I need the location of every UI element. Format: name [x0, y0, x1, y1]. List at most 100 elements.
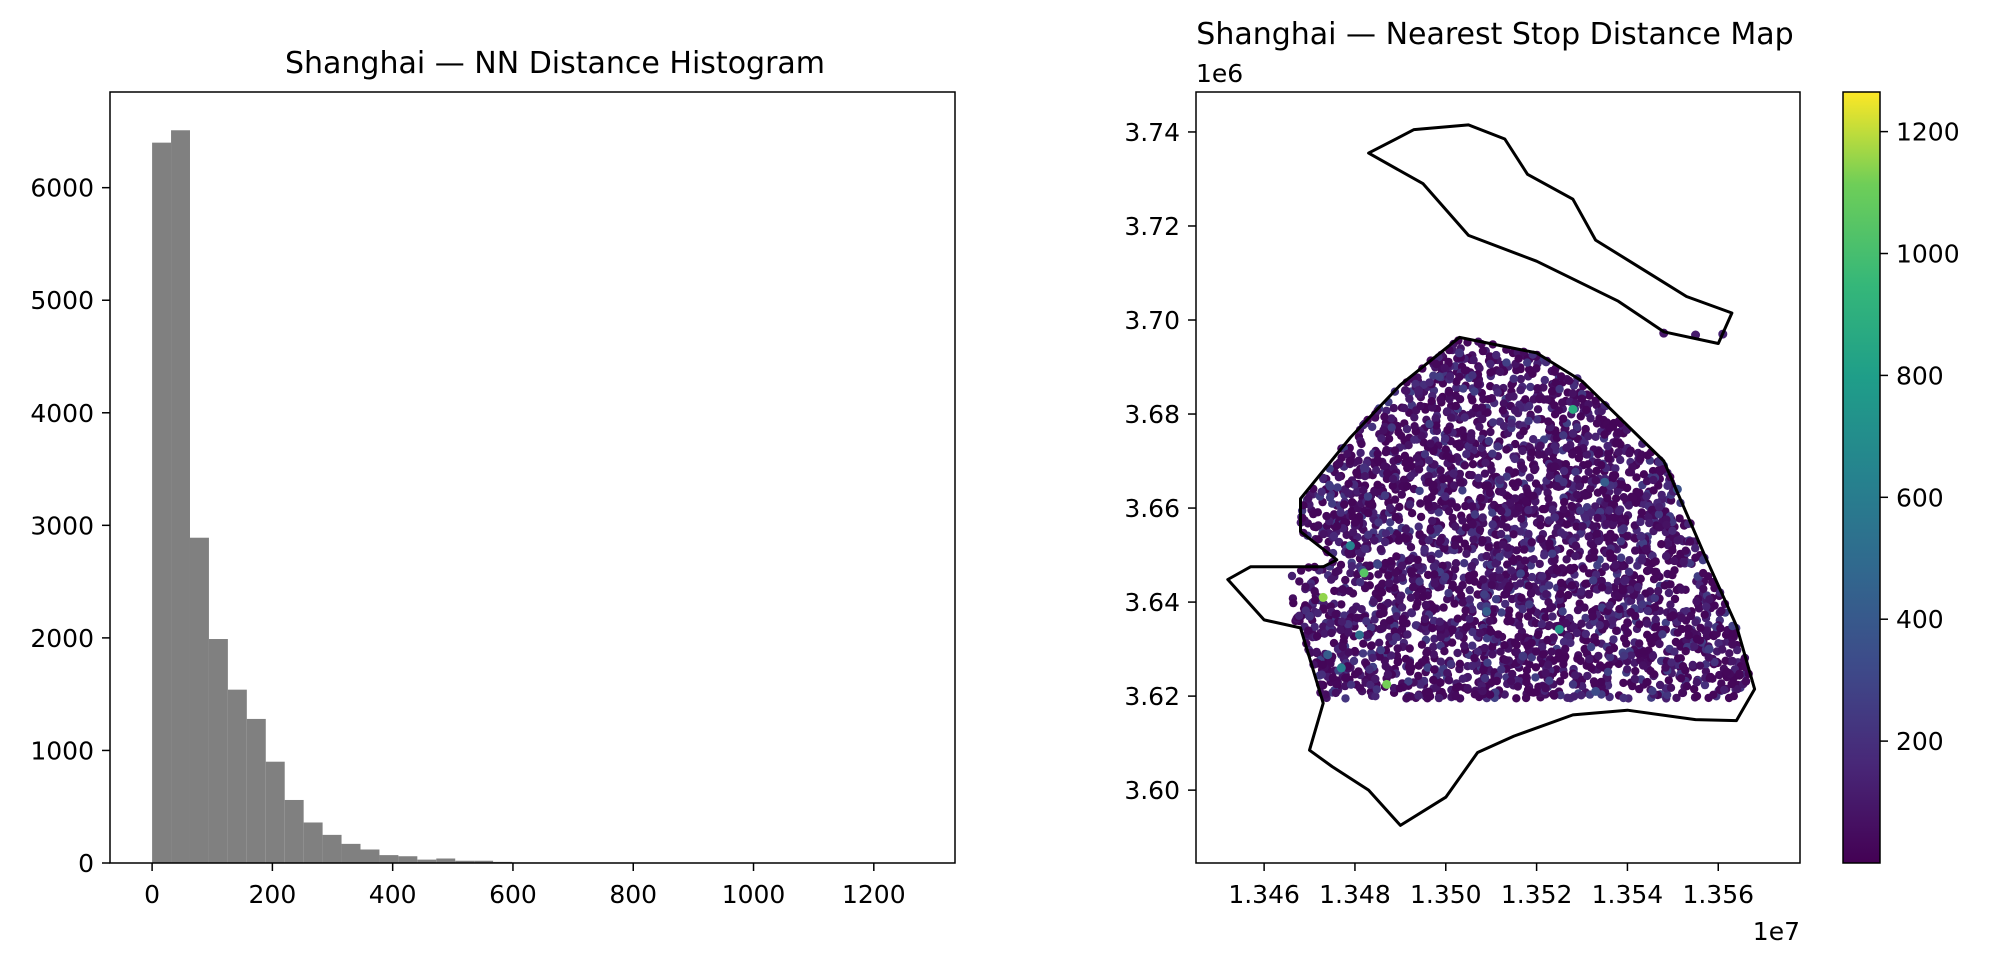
map-point [1478, 536, 1487, 545]
map-point [1700, 610, 1709, 619]
histogram-bar [417, 859, 437, 863]
map-point [1488, 642, 1497, 651]
map-point [1716, 624, 1725, 633]
map-point [1694, 604, 1704, 613]
map-point [1625, 585, 1635, 594]
map-point [1540, 551, 1549, 560]
map-y-tick-label: 3.60 [1124, 776, 1180, 805]
map-point [1481, 583, 1490, 592]
map-point [1407, 609, 1417, 618]
map-point [1655, 639, 1664, 649]
map-point [1364, 530, 1373, 539]
map-point [1385, 616, 1395, 625]
map-point [1515, 621, 1524, 630]
map-point [1581, 491, 1590, 500]
map-point [1614, 448, 1623, 457]
map-x-tick-label: 1.356 [1682, 880, 1754, 909]
map-point [1424, 687, 1434, 696]
map-point [1357, 439, 1366, 449]
map-point [1561, 644, 1570, 654]
map-point [1591, 432, 1600, 441]
map-point [1603, 441, 1612, 451]
map-point [1670, 594, 1680, 604]
map-point [1310, 587, 1319, 596]
map-point [1506, 616, 1515, 626]
map-point [1399, 403, 1409, 413]
map-point [1718, 645, 1727, 654]
map-point [1603, 494, 1612, 503]
map-point [1414, 465, 1424, 474]
map-point [1537, 535, 1546, 544]
colorbar-tick-label: 200 [1896, 727, 1944, 756]
map-point [1558, 607, 1567, 616]
map-point [1435, 617, 1445, 626]
map-point [1460, 433, 1469, 442]
map-point [1557, 372, 1566, 381]
map-title: Shanghai — Nearest Stop Distance Map [1196, 17, 1793, 52]
map-point [1499, 422, 1509, 431]
map-point [1511, 494, 1520, 503]
map-point [1604, 454, 1613, 463]
map-point [1715, 670, 1724, 680]
map-point [1552, 566, 1562, 575]
map-point [1399, 475, 1409, 484]
map-point [1455, 659, 1465, 668]
histogram-bar [379, 855, 399, 863]
map-point [1450, 541, 1460, 550]
map-point [1684, 631, 1693, 640]
map-point [1415, 577, 1424, 586]
map-point [1578, 522, 1587, 531]
map-point-highlight [1454, 348, 1464, 358]
map-point [1390, 495, 1400, 504]
map-point [1491, 559, 1500, 568]
map-point [1496, 647, 1505, 656]
map-point [1429, 650, 1439, 659]
histogram-bar [322, 834, 342, 863]
histogram-bar [474, 860, 494, 863]
map-point [1568, 450, 1577, 459]
map-point [1395, 502, 1404, 512]
map-point [1414, 661, 1424, 670]
map-point [1481, 458, 1490, 467]
map-point [1401, 525, 1411, 534]
map-point [1603, 681, 1613, 690]
map-point [1605, 653, 1615, 662]
map-point [1637, 508, 1647, 517]
map-point [1610, 533, 1620, 542]
map-point-highlight [1305, 611, 1315, 621]
map-point [1493, 442, 1502, 451]
map-point [1678, 662, 1688, 671]
map-point [1475, 422, 1484, 431]
map-point [1358, 649, 1368, 658]
map-point [1353, 470, 1362, 479]
map-point [1728, 628, 1738, 637]
map-point [1598, 485, 1608, 495]
map-point [1594, 536, 1603, 546]
map-point [1636, 517, 1645, 527]
map-point [1678, 688, 1688, 698]
map-point [1420, 614, 1430, 624]
map-point [1533, 630, 1543, 640]
map-point [1702, 602, 1711, 611]
map-point [1414, 691, 1423, 700]
map-y-tick-label: 3.70 [1124, 306, 1180, 335]
map-point [1525, 401, 1534, 411]
histogram-x-tick-label: 800 [609, 880, 657, 909]
map-point [1560, 670, 1569, 680]
histogram-bar [265, 761, 285, 863]
map-point [1545, 621, 1554, 630]
map-point [1648, 686, 1657, 696]
map-point [1589, 522, 1598, 531]
map-point [1326, 657, 1335, 666]
map-point [1559, 431, 1568, 440]
map-point [1331, 688, 1341, 698]
map-point [1333, 483, 1342, 492]
map-point [1458, 486, 1467, 495]
map-point [1320, 629, 1329, 638]
map-point [1439, 474, 1448, 484]
map-point [1460, 559, 1469, 568]
map-point [1654, 523, 1664, 532]
map-point [1623, 628, 1632, 638]
map-point [1440, 647, 1449, 656]
map-point [1441, 492, 1450, 501]
